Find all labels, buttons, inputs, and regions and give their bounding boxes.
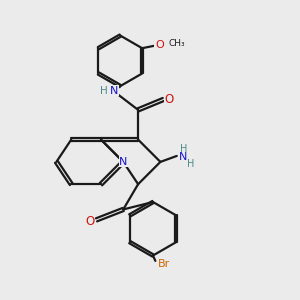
Text: O: O [85, 215, 94, 228]
Text: O: O [155, 40, 164, 50]
Text: N: N [179, 152, 188, 162]
Text: H: H [180, 144, 187, 154]
Text: N: N [110, 85, 118, 96]
Text: CH₃: CH₃ [169, 39, 185, 48]
Text: O: O [164, 93, 173, 106]
Text: N: N [119, 157, 128, 167]
Text: H: H [187, 159, 194, 169]
Text: Br: Br [158, 259, 170, 269]
Text: H: H [100, 85, 108, 96]
